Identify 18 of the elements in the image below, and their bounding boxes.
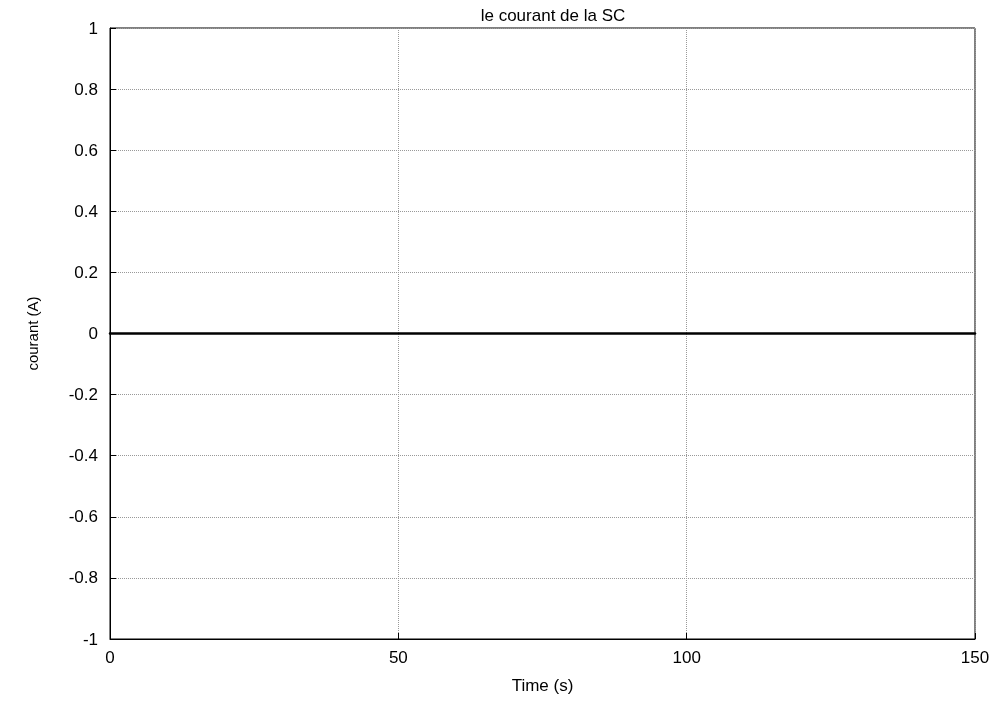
x-axis-title: Time (s) <box>511 676 574 695</box>
y-tick-label: -0.8 <box>68 568 98 588</box>
y-tick-label: 0.8 <box>74 79 98 99</box>
y-tick-label: 1 <box>88 18 98 38</box>
y-tick-label: 0.6 <box>74 140 98 160</box>
x-tick-label: 0 <box>105 648 115 667</box>
y-axis-title: courant (A) <box>24 296 41 371</box>
x-tick-label: 50 <box>388 648 408 667</box>
y-tick-label: -0.6 <box>68 507 98 527</box>
y-tick-label: -0.4 <box>68 446 98 466</box>
y-tick-label: 0.4 <box>74 201 98 221</box>
y-tick-label: -0.2 <box>68 385 98 405</box>
y-tick-label: -1 <box>82 629 98 649</box>
chart-title: le courant de la SC <box>480 6 626 25</box>
y-tick-label: 0.2 <box>74 262 98 282</box>
y-tick-label: 0 <box>88 324 98 343</box>
x-tick-label: 150 <box>960 648 990 667</box>
x-tick-label: 100 <box>672 648 701 667</box>
